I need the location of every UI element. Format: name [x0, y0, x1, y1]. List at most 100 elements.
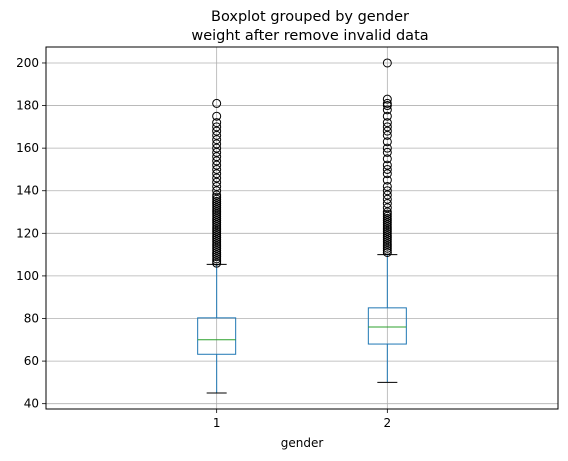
outlier-point — [212, 250, 222, 260]
outlier-point — [212, 243, 222, 253]
outlier-point — [212, 209, 222, 219]
outlier-point — [212, 199, 222, 209]
outlier-point — [382, 98, 392, 108]
outlier-point — [212, 224, 222, 234]
outlier-point — [382, 160, 392, 170]
outlier-point — [382, 199, 392, 209]
outlier-point — [382, 226, 392, 236]
y-tick-label: 80 — [24, 312, 39, 326]
outlier-point — [212, 160, 222, 170]
outlier-point — [382, 218, 392, 228]
outlier-point — [212, 181, 222, 191]
outlier-point — [382, 239, 392, 249]
outlier-point — [382, 209, 392, 219]
outlier-point — [212, 177, 222, 187]
outlier-point — [382, 220, 392, 230]
outlier-point — [382, 105, 392, 115]
y-tick-label: 60 — [24, 354, 39, 368]
outlier-point — [212, 192, 222, 202]
outlier-point — [212, 247, 222, 257]
outlier-point — [382, 101, 392, 111]
outlier-point — [382, 203, 392, 213]
x-tick-label: 2 — [384, 416, 392, 430]
outlier-point — [382, 194, 392, 204]
outlier-point — [212, 169, 222, 179]
outlier-point — [382, 235, 392, 245]
outlier-point — [212, 254, 222, 264]
outlier-point — [382, 190, 392, 200]
outlier-point — [212, 173, 222, 183]
outlier-point — [212, 156, 222, 166]
outlier-point — [382, 111, 392, 121]
grid — [46, 47, 558, 409]
outlier-point — [382, 122, 392, 132]
outlier-point — [212, 230, 222, 240]
outlier-point — [382, 233, 392, 243]
outlier-point — [382, 181, 392, 191]
x-axis-label: gender — [281, 436, 324, 450]
outlier-point — [382, 137, 392, 147]
outlier-point — [382, 164, 392, 174]
outlier-point — [382, 213, 392, 223]
y-tick-label: 120 — [16, 226, 39, 240]
outlier-point — [212, 241, 222, 251]
outlier-point — [382, 175, 392, 185]
y-tick-label: 140 — [16, 184, 39, 198]
outlier-point — [212, 139, 222, 149]
outlier-point — [382, 143, 392, 153]
outlier-point — [212, 194, 222, 204]
boxes — [197, 58, 407, 394]
outlier-point — [382, 147, 392, 157]
chart-title: Boxplot grouped by gender — [211, 9, 409, 25]
outlier-point — [382, 211, 392, 221]
outlier-point — [212, 196, 222, 206]
outlier-point — [382, 222, 392, 232]
outlier-point — [382, 130, 392, 140]
outlier-point — [382, 230, 392, 240]
outlier-point — [212, 237, 222, 247]
outlier-point — [212, 213, 222, 223]
outlier-point — [212, 130, 222, 140]
outlier-point — [212, 245, 222, 255]
outlier-point — [212, 205, 222, 215]
outlier-point — [212, 147, 222, 157]
outlier-point — [212, 222, 222, 232]
outlier-point — [382, 243, 392, 253]
plot-frame — [45, 46, 559, 410]
outlier-point — [212, 211, 222, 221]
outlier-point — [382, 224, 392, 234]
box-group — [197, 98, 237, 394]
outlier-point — [382, 237, 392, 247]
x-tick-label: 1 — [213, 416, 221, 430]
outlier-point — [382, 245, 392, 255]
outlier-point — [382, 216, 392, 226]
outlier-point — [212, 190, 222, 200]
y-tick-label: 200 — [16, 56, 39, 70]
outlier-point — [212, 122, 222, 132]
outlier-point — [382, 207, 392, 217]
box-group — [367, 58, 407, 383]
outlier-point — [382, 58, 392, 68]
outlier-point — [212, 216, 222, 226]
outlier-point — [212, 226, 222, 236]
outlier-point — [382, 126, 392, 136]
outlier-point — [212, 201, 222, 211]
outlier-point — [382, 241, 392, 251]
outlier-point — [212, 111, 222, 121]
outlier-point — [212, 228, 222, 238]
chart-subtitle: weight after remove invalid data — [191, 28, 428, 44]
outlier-point — [212, 256, 222, 266]
outlier-point — [382, 154, 392, 164]
axes: 40 60 80 100 120 140 160 180 200 1 2 — [16, 56, 391, 430]
outlier-point — [382, 186, 392, 196]
y-tick-label: 40 — [24, 397, 39, 411]
outlier-point — [382, 228, 392, 238]
outlier-point — [212, 252, 222, 262]
outlier-point — [382, 118, 392, 128]
outlier-point — [212, 164, 222, 174]
outlier-point — [212, 239, 222, 249]
y-tick-label: 160 — [16, 141, 39, 155]
outlier-point — [212, 233, 222, 243]
iqr-box — [367, 307, 407, 345]
outlier-point — [382, 94, 392, 104]
